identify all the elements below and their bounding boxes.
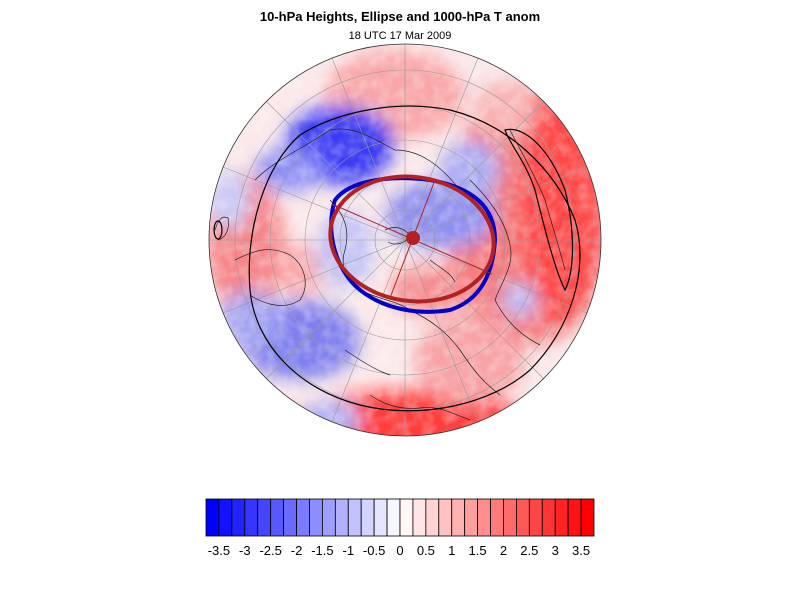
colorbar-box (541, 498, 556, 537)
colorbar-tick-label: -2 (291, 543, 303, 558)
colorbar-tick-label: 0.5 (417, 543, 435, 558)
colorbar-tick-label: -1.5 (311, 543, 333, 558)
colorbar-tick-label: 1 (448, 543, 455, 558)
colorbar-box (412, 498, 427, 537)
map-title: 10-hPa Heights, Ellipse and 1000-hPa T a… (259, 9, 541, 24)
colorbar-box (516, 498, 530, 537)
colorbar-box (464, 498, 478, 537)
colorbar-tick-label: 3 (552, 543, 559, 558)
colorbar-box (296, 498, 310, 537)
colorbar-box (490, 498, 504, 537)
colorbar-box (567, 498, 582, 537)
polar-map (208, 43, 602, 437)
colorbar-tick-label: 1.5 (469, 543, 487, 558)
colorbar-boxes (205, 498, 595, 537)
colorbar-box (399, 498, 414, 537)
colorbar-tick-label: 2 (500, 543, 507, 558)
colorbar-box (386, 498, 401, 537)
colorbar-tick-label: 0 (396, 543, 403, 558)
ellipse-center-marker (406, 231, 420, 245)
colorbar-box (451, 498, 466, 537)
map-subtitle: 18 UTC 17 Mar 2009 (348, 30, 452, 42)
colorbar-tick-label: -2.5 (259, 543, 281, 558)
colorbar-box (554, 498, 569, 537)
vortex-ellipse (328, 174, 496, 304)
colorbar-box (528, 498, 543, 537)
colorbar-box (438, 498, 453, 537)
colorbar-box (231, 498, 246, 537)
colorbar-box (373, 498, 388, 537)
height-contours (213, 105, 581, 412)
colorbar-box (347, 498, 362, 537)
map-boundary (208, 43, 602, 437)
colorbar-box (244, 498, 259, 537)
colorbar-box (257, 498, 272, 537)
colorbar-box (283, 498, 297, 537)
colorbar-box (270, 498, 284, 537)
colorbar-box (477, 498, 491, 537)
colorbar-box (580, 498, 595, 537)
colorbar-tick-label: -1 (342, 543, 354, 558)
colorbar-box (218, 498, 233, 537)
temperature-anomaly-field (209, 44, 601, 436)
colorbar-tick-label: -3 (239, 543, 251, 558)
colorbar-tick-label: 3.5 (572, 543, 590, 558)
colorbar-box (321, 498, 336, 537)
lat-lon-grid (209, 44, 601, 436)
colorbar-box (503, 498, 517, 537)
colorbar-box (205, 498, 220, 537)
colorbar-tick-label: 2.5 (520, 543, 538, 558)
colorbar-box (334, 498, 349, 537)
colorbar-tick-labels: -3.5 -3 -2.5 -2 -1.5 -1 -0.5 0 0.5 1 1.5 2 2.5 3 3.5 (208, 543, 590, 558)
colorbar-box (309, 498, 323, 537)
colorbar-box (425, 498, 440, 537)
colorbar-tick-label: -0.5 (363, 543, 385, 558)
colorbar-box (360, 498, 375, 537)
colorbar-tick-label: -3.5 (208, 543, 230, 558)
